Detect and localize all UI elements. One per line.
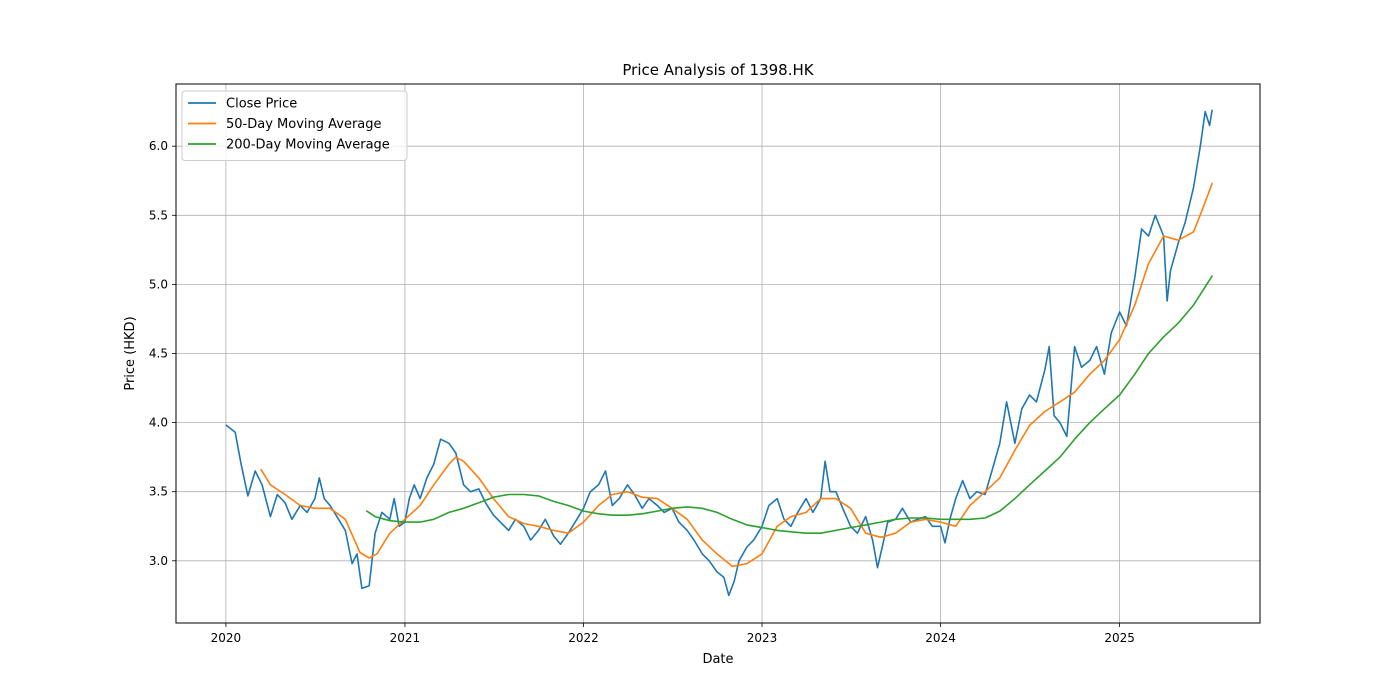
y-axis-title: Price (HKD) [123, 316, 138, 390]
series-lines [225, 109, 1213, 597]
y-tick-label: 5.0 [149, 277, 168, 291]
legend: Close Price 50-Day Moving Average 200-Day … [181, 90, 408, 161]
x-tick-label: 2023 [747, 631, 778, 645]
x-tick-label: 2022 [568, 631, 599, 645]
y-tick-label: 5.5 [149, 208, 168, 222]
y-tick-label: 4.5 [149, 347, 168, 361]
x-tick-label: 2020 [211, 631, 242, 645]
series-line-2 [366, 275, 1213, 534]
y-tick-label: 6.0 [149, 139, 168, 153]
y-tick-label: 3.0 [149, 554, 168, 568]
x-tick-label: 2024 [925, 631, 956, 645]
chart-title: Price Analysis of 1398.HK [622, 61, 814, 79]
x-tick-label: 2021 [390, 631, 421, 645]
legend-box [181, 90, 408, 161]
legend-label: 50-Day Moving Average [226, 117, 382, 132]
series-line-1 [260, 182, 1213, 568]
x-axis-title: Date [702, 652, 733, 667]
legend-label: Close Price [226, 97, 297, 112]
y-tick-label: 3.5 [149, 485, 168, 499]
legend-label: 200-Day Moving Average [226, 138, 390, 153]
y-tick-label: 4.0 [149, 416, 168, 430]
x-tick-label: 2025 [1104, 631, 1135, 645]
axis-ticks: 2020 2021 2022 2023 2024 2025 3.0 3.5 4.0 4.5 5.0 5… [149, 139, 1135, 645]
grid [176, 84, 1260, 623]
series-line-0 [225, 109, 1213, 597]
